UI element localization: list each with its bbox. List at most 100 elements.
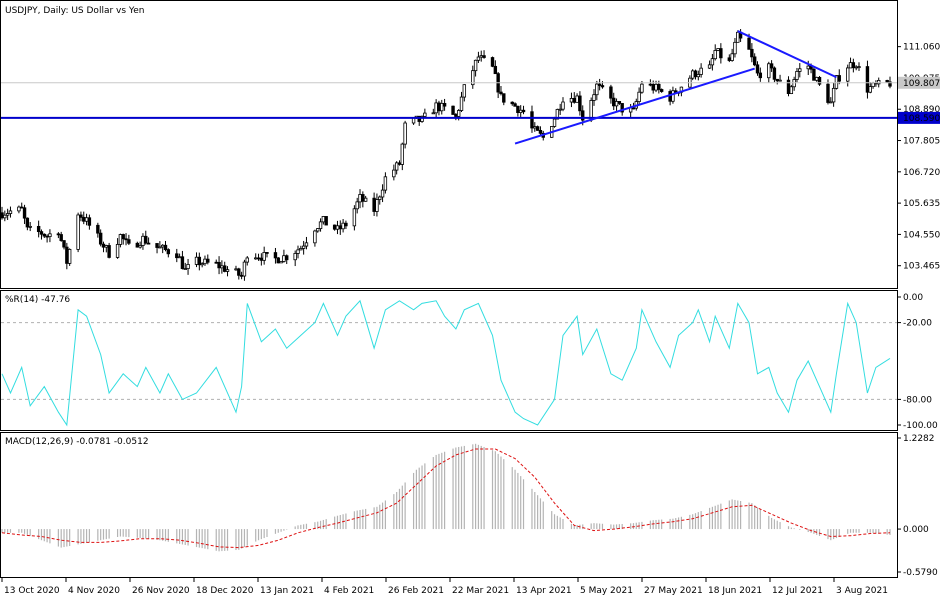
candle-body-145 <box>572 97 576 103</box>
candle-body-99 <box>392 169 396 178</box>
candle-body-4 <box>17 206 21 212</box>
candle-body-18 <box>67 249 72 264</box>
candle-body-197 <box>775 78 779 82</box>
candle-body-69 <box>273 252 278 259</box>
candle-body-153 <box>600 85 605 88</box>
candle-body-89 <box>352 208 357 227</box>
candle-body-34 <box>135 242 140 248</box>
candle-body-115 <box>454 114 458 117</box>
candle-body-180 <box>710 58 715 66</box>
candle-body-40 <box>158 246 162 249</box>
date-tick-label-0: 13 Oct 2020 <box>4 586 60 596</box>
candle-body-70 <box>276 257 280 264</box>
candle-body-150 <box>592 94 596 101</box>
candle-body-35 <box>138 245 142 248</box>
candle-body-38 <box>146 242 151 245</box>
candle-body-36 <box>141 235 145 246</box>
candle-body-71 <box>279 261 283 264</box>
candle-body-49 <box>194 256 199 265</box>
candle-body-132 <box>519 109 523 113</box>
candle-body-82 <box>321 216 326 223</box>
candle-body-214 <box>846 67 850 82</box>
candle-body-194 <box>767 63 771 79</box>
candle-body-50 <box>197 256 202 266</box>
candle-body-215 <box>848 62 853 69</box>
candle-body-65 <box>256 257 261 260</box>
candle-body-27 <box>104 245 109 248</box>
candle-body-114 <box>451 105 455 115</box>
candle-body-203 <box>798 68 802 72</box>
macd-tick-label-0: 1.2282 <box>903 434 935 444</box>
candle-body-189 <box>747 37 751 50</box>
candle-body-162 <box>637 91 641 102</box>
candle-body-198 <box>778 79 782 82</box>
candle-body-213 <box>837 75 841 82</box>
candle-body-66 <box>259 257 264 261</box>
candle-body-44 <box>175 253 179 259</box>
candle-body-195 <box>769 63 774 69</box>
candle-body-67 <box>262 252 266 261</box>
horizontal-level-label: 108.590 <box>903 114 940 124</box>
price-pane-title: USDJPY, Daily: US Dollar vs Yen <box>5 6 144 16</box>
current-price-label: 109.807 <box>903 79 940 89</box>
candle-body-176 <box>693 70 698 78</box>
candle-body-108 <box>423 112 427 117</box>
candle-body-218 <box>857 66 861 68</box>
candle-body-33 <box>127 239 131 244</box>
candle-body-28 <box>107 245 111 258</box>
candle-body-62 <box>242 261 247 277</box>
candle-body-144 <box>569 97 574 103</box>
candle-body-209 <box>826 83 830 103</box>
candle-body-118 <box>462 84 467 98</box>
candle-body-199 <box>786 79 791 95</box>
williams-r-label: %R(14) -47.76 <box>5 295 70 305</box>
candle-body-39 <box>155 243 159 248</box>
candle-body-129 <box>510 101 514 105</box>
candle-body-219 <box>865 66 870 93</box>
candle-body-16 <box>62 240 66 248</box>
candle-body-142 <box>558 108 562 111</box>
candle-body-2 <box>5 213 10 216</box>
price-pane-frame <box>0 0 898 289</box>
candle-body-3 <box>8 210 13 214</box>
date-tick-label-2: 26 Nov 2020 <box>132 586 190 596</box>
candle-body-140 <box>552 118 557 127</box>
candle-body-59 <box>234 268 238 271</box>
candle-body-123 <box>482 55 486 58</box>
candle-body-165 <box>651 83 655 91</box>
candle-body-160 <box>631 107 636 110</box>
candle-body-157 <box>617 101 622 104</box>
candle-body-53 <box>206 258 210 263</box>
candle-body-80 <box>316 228 320 232</box>
candle-body-127 <box>499 91 503 95</box>
price-tick-label-2: 108.890 <box>903 105 940 115</box>
candle-body-37 <box>144 235 148 244</box>
candle-body-148 <box>581 110 585 121</box>
candle-body-60 <box>237 268 241 276</box>
date-tick-label-7: 22 Mar 2021 <box>452 586 509 596</box>
candle-body-117 <box>459 96 464 111</box>
candle-body-109 <box>431 112 436 115</box>
candle-body-166 <box>654 83 658 91</box>
candle-body-111 <box>437 102 441 112</box>
candle-body-85 <box>335 225 340 230</box>
candle-body-183 <box>719 48 723 59</box>
candle-body-14 <box>56 233 61 236</box>
williams-r-tick-label-0: 0.00 <box>903 293 923 303</box>
candle-body-133 <box>521 109 526 113</box>
candle-body-58 <box>225 269 230 272</box>
candle-body-75 <box>296 249 300 254</box>
candle-body-68 <box>265 252 269 254</box>
candle-body-177 <box>696 74 701 78</box>
williams-r-tick-label-2: -80.00 <box>903 395 932 405</box>
candle-body-96 <box>378 196 382 200</box>
candle-body-73 <box>285 255 289 261</box>
candle-body-119 <box>471 70 475 86</box>
price-tick-label-5: 105.635 <box>903 199 940 209</box>
candle-body-5 <box>20 206 24 209</box>
candle-body-178 <box>699 67 703 75</box>
candle-body-192 <box>755 64 760 74</box>
candle-body-208 <box>817 76 822 85</box>
candle-body-207 <box>815 76 819 81</box>
candle-body-135 <box>533 126 537 129</box>
